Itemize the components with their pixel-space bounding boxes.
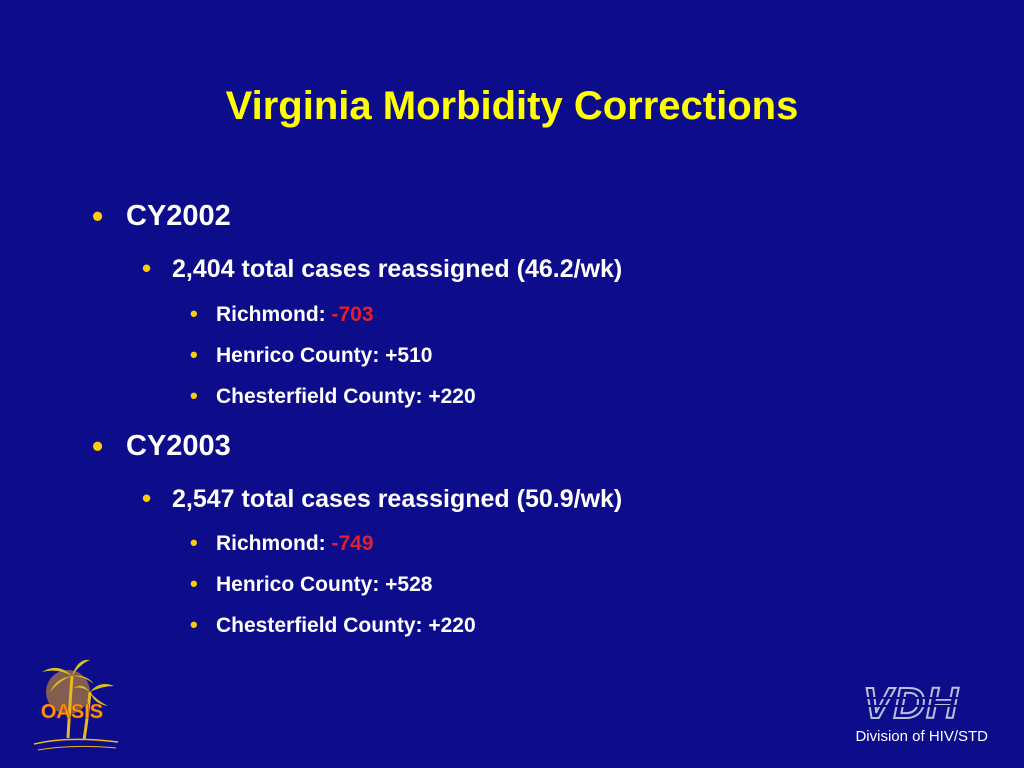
item-text: Chesterfield County: +220	[216, 614, 476, 638]
bullet-icon: •	[190, 342, 198, 367]
division-label: Division of HIV/STD	[855, 728, 988, 745]
vdh-logo: VDH	[840, 682, 982, 724]
item-value: +220	[428, 385, 476, 408]
item-label: Chesterfield County:	[216, 614, 429, 637]
item-label: Henrico County:	[216, 344, 386, 367]
item-value: -703	[331, 303, 374, 326]
bullet-icon: •	[190, 571, 198, 596]
item-value: +220	[428, 614, 476, 637]
item-value: +510	[385, 344, 433, 367]
vdh-logo-text: VDH	[863, 682, 959, 724]
section-summary-text: 2,547 total cases reassigned (50.9/wk)	[172, 485, 623, 513]
section-heading-text: CY2003	[126, 430, 231, 462]
item-text: Richmond: -703	[216, 303, 374, 327]
bullet-icon: •	[92, 428, 104, 464]
item-label: Richmond:	[216, 303, 332, 326]
item-text: Richmond: -749	[216, 532, 374, 556]
item-text: Henrico County: +528	[216, 573, 432, 597]
bullet-icon: •	[142, 253, 152, 283]
item-value: +528	[385, 573, 433, 596]
bullet-icon: •	[190, 612, 198, 637]
item-label: Henrico County:	[216, 573, 386, 596]
bullet-icon: •	[190, 301, 198, 326]
item-label: Richmond:	[216, 532, 332, 555]
oasis-logo: OASIS	[33, 659, 119, 751]
bullet-icon: •	[190, 383, 198, 408]
section-summary-text: 2,404 total cases reassigned (46.2/wk)	[172, 255, 623, 283]
bullet-icon: •	[92, 198, 104, 234]
slide-title: Virginia Morbidity Corrections	[225, 84, 799, 128]
bullet-icon: •	[142, 483, 152, 513]
item-label: Chesterfield County:	[216, 385, 429, 408]
bullet-icon: •	[190, 530, 198, 555]
item-value: -749	[331, 532, 374, 555]
item-text: Chesterfield County: +220	[216, 385, 476, 409]
oasis-logo-text: OASIS	[41, 701, 103, 723]
item-text: Henrico County: +510	[216, 344, 432, 368]
section-heading-text: CY2002	[126, 200, 231, 232]
